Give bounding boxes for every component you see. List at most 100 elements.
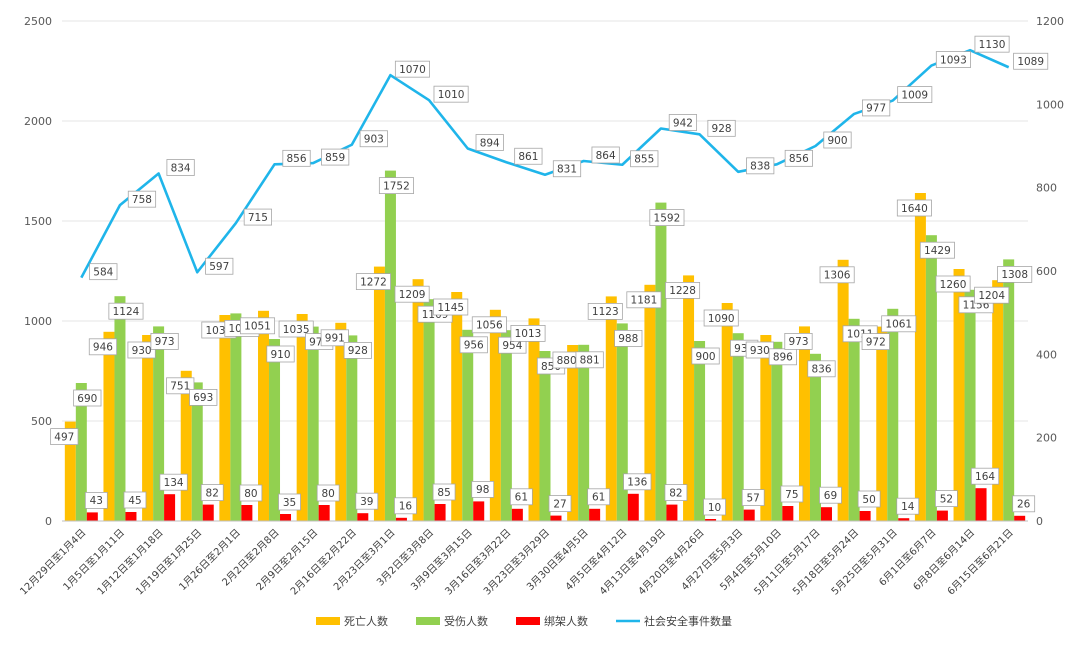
bar-0 [335, 322, 347, 521]
bar-label: 1228 [665, 281, 701, 299]
bar-0 [528, 318, 540, 521]
bar-2 [86, 512, 98, 521]
data-label-text: 82 [669, 487, 682, 499]
bar-0 [258, 310, 270, 521]
bar-0 [644, 284, 656, 521]
data-label-box [243, 208, 272, 226]
bar-2 [820, 507, 832, 521]
data-label-box [282, 149, 311, 167]
data-label-text: 715 [248, 212, 268, 224]
y-right-tick-label: 400 [1036, 348, 1057, 361]
bar-1 [269, 339, 281, 521]
bar-label: 1056 [471, 316, 507, 334]
bar-label: 1124 [108, 302, 144, 320]
data-label-box [320, 329, 349, 347]
bar-label: 900 [691, 347, 720, 365]
line-label: 715 [243, 208, 272, 226]
data-label-box [919, 241, 955, 259]
bar-label: 1260 [935, 275, 971, 293]
data-label-text: 861 [518, 151, 538, 163]
line-label: 864 [591, 146, 620, 164]
bar-0 [953, 269, 965, 521]
x-tick-label: 3月16日至3月22日 [443, 527, 514, 598]
legend-label: 死亡人数 [344, 614, 388, 628]
data-label-box [159, 473, 188, 491]
bar-2 [705, 519, 717, 521]
data-label-box [355, 273, 391, 291]
y-right-tick-label: 200 [1036, 432, 1057, 445]
bar-label: 930 [127, 341, 156, 359]
bar-1 [1003, 259, 1015, 521]
bar-label: 896 [768, 348, 797, 366]
y-left-tick-label: 1000 [24, 315, 52, 328]
data-label-box [166, 159, 195, 176]
bar-1 [578, 344, 590, 521]
bar-2 [511, 508, 523, 521]
data-label-box [150, 332, 179, 350]
bar-label: 134 [159, 473, 188, 491]
bar-2 [936, 510, 948, 521]
data-label-box [321, 148, 350, 166]
bar-0 [837, 259, 849, 521]
line-label: 1009 [897, 86, 933, 103]
bar-2 [434, 504, 446, 521]
data-label-text: 991 [325, 333, 345, 345]
bar-2 [202, 504, 214, 521]
legend-item: 社会安全事件数量 [616, 614, 732, 628]
data-label-text: 836 [811, 364, 831, 376]
y-axis-right: 0 200 400 600 800 1000 1200 [1036, 15, 1064, 528]
bar-0 [489, 309, 501, 521]
x-tick-label: 12月29日至1月4日 [18, 527, 89, 598]
y-left-tick-label: 500 [31, 415, 52, 428]
data-label-box [623, 473, 652, 491]
data-label-box [768, 348, 797, 366]
data-label-text: 1090 [708, 313, 735, 325]
bar-label: 80 [316, 484, 340, 502]
line-label: 1010 [433, 85, 469, 103]
data-label-text: 972 [866, 336, 886, 348]
data-label-text: 10 [708, 502, 721, 514]
data-label-box [1013, 52, 1049, 70]
data-label-box [819, 266, 855, 284]
x-tick-label: 2月16日至2月22日 [288, 527, 359, 598]
data-label-text: 98 [476, 484, 489, 496]
data-label-box [316, 484, 340, 502]
y-right-tick-label: 1000 [1036, 98, 1064, 111]
data-label-text: 977 [866, 103, 886, 115]
data-label-box [394, 285, 430, 303]
data-label-text: 497 [54, 431, 74, 443]
data-label-box [278, 493, 301, 511]
bar-label: 988 [614, 329, 643, 347]
bar-label: 1204 [974, 286, 1010, 304]
bar-1 [732, 333, 744, 521]
bar-label: 1640 [896, 199, 932, 217]
bar-label: 98 [471, 480, 495, 498]
bar-1 [75, 383, 87, 521]
y-axis-left: 0 500 1000 1500 2000 2500 [24, 15, 52, 528]
data-label-box [394, 60, 430, 78]
data-label-text: 1010 [438, 89, 465, 101]
bar-0 [103, 331, 115, 521]
bar-label: 61 [587, 488, 611, 506]
bar-0 [451, 292, 463, 521]
bar-1 [694, 341, 706, 521]
data-label-box [935, 51, 971, 68]
bar-1 [887, 308, 899, 521]
data-label-box [394, 497, 417, 515]
bar-2 [550, 515, 562, 521]
data-label-text: 1013 [515, 328, 542, 340]
legend-item: 绑架人数 [516, 615, 588, 628]
line-label: 597 [205, 257, 234, 275]
data-label-box [509, 488, 533, 506]
bar-0 [876, 326, 888, 521]
bar-1 [925, 235, 937, 521]
data-label-text: 45 [128, 495, 141, 507]
data-label-text: 85 [437, 487, 450, 499]
data-label-text: 973 [788, 336, 808, 348]
bar-label: 836 [807, 360, 836, 378]
data-label-text: 75 [785, 489, 798, 501]
bar-label: 1306 [819, 266, 855, 284]
bar-2 [1014, 515, 1026, 521]
bar-0 [64, 421, 76, 521]
data-label-text: 690 [77, 393, 97, 405]
